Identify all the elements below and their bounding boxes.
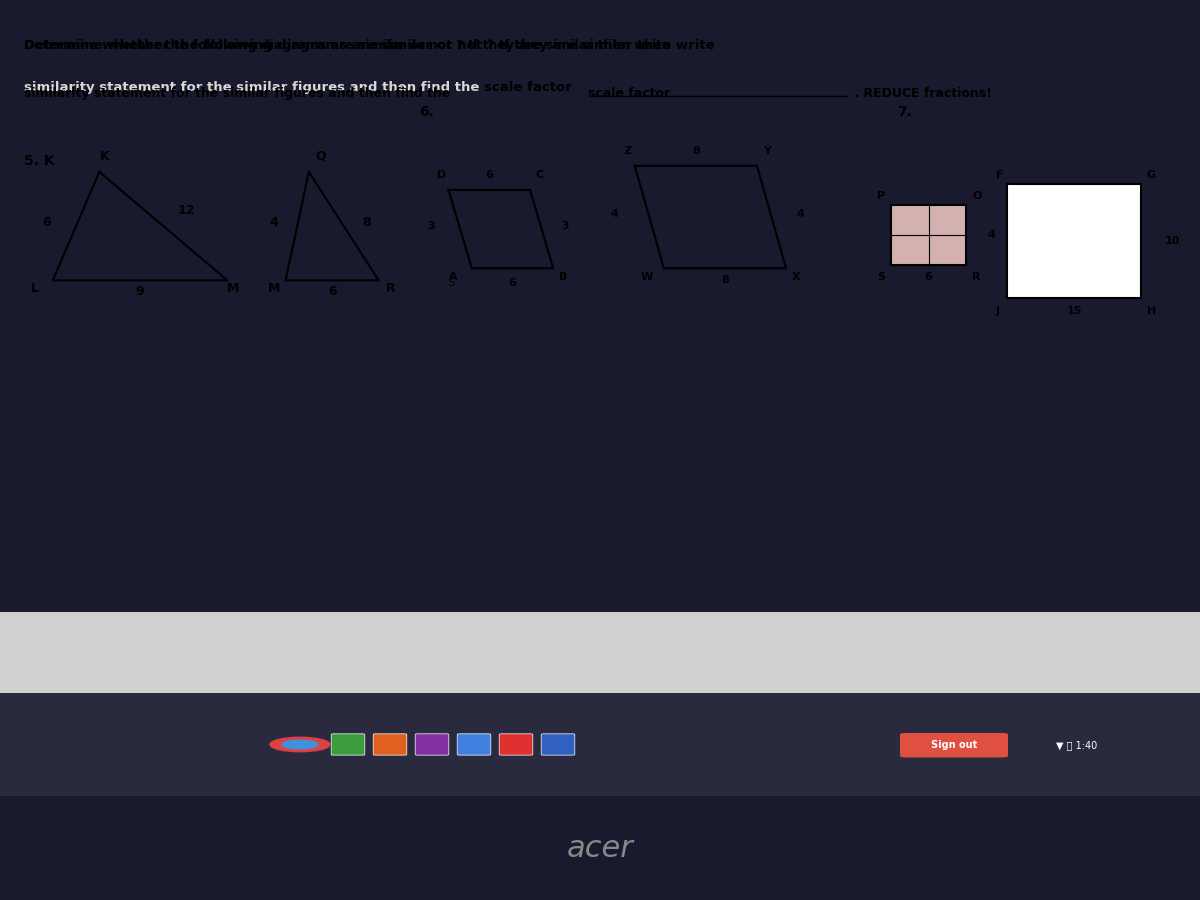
Bar [0, 612, 1200, 693]
Text: 3: 3 [562, 221, 569, 231]
Text: 8: 8 [692, 146, 700, 156]
Text: . REDUCE fractions!: . REDUCE fractions! [850, 87, 992, 101]
Text: 15: 15 [1067, 305, 1082, 316]
Text: 12: 12 [178, 204, 196, 217]
Text: 5. K: 5. K [24, 154, 54, 167]
Text: G: G [1147, 170, 1156, 180]
Text: 3: 3 [427, 221, 434, 231]
Text: F: F [996, 170, 1003, 180]
Text: Y: Y [763, 146, 770, 156]
Text: ▼ 🔔 1:40: ▼ 🔔 1:40 [1056, 740, 1097, 750]
Text: 4: 4 [988, 230, 995, 240]
Text: S: S [877, 273, 884, 283]
Text: L: L [31, 283, 40, 295]
Text: 10: 10 [1164, 236, 1180, 247]
Text: M: M [227, 283, 239, 295]
Text: Determine whether the following diagrams are similar or not ? If they are simila: Determine whether the following diagrams… [24, 39, 670, 52]
Circle shape [282, 740, 318, 749]
Text: A: A [449, 273, 457, 283]
Text: O: O [972, 191, 982, 201]
Text: 6: 6 [925, 273, 932, 283]
FancyBboxPatch shape [415, 734, 449, 755]
Text: Z: Z [623, 146, 631, 156]
Text: M: M [268, 283, 280, 295]
Text: 8: 8 [362, 216, 371, 230]
Text: Determine whether the following diagrams are similar or not ? If they are simila: Determine whether the following diagrams… [24, 39, 714, 52]
Text: J: J [996, 305, 1000, 316]
Text: 9: 9 [136, 285, 144, 299]
Text: acer: acer [566, 833, 634, 863]
Text: 6: 6 [43, 216, 52, 230]
Text: 8: 8 [721, 275, 728, 285]
Text: Q: Q [316, 149, 325, 163]
Text: X: X [792, 273, 800, 283]
Text: K: K [101, 149, 110, 163]
Text: 6: 6 [509, 278, 516, 288]
Text: 6: 6 [328, 285, 336, 299]
FancyBboxPatch shape [900, 733, 1008, 758]
FancyBboxPatch shape [499, 734, 533, 755]
Text: S: S [449, 278, 455, 288]
FancyBboxPatch shape [373, 734, 407, 755]
FancyBboxPatch shape [331, 734, 365, 755]
Text: 4: 4 [611, 209, 618, 219]
Circle shape [270, 737, 330, 751]
Text: scale factor: scale factor [588, 87, 671, 101]
Text: P: P [877, 191, 884, 201]
Bar [890, 205, 966, 266]
Text: 6: 6 [485, 170, 493, 180]
FancyBboxPatch shape [541, 734, 575, 755]
Text: Sign out: Sign out [931, 740, 977, 750]
Text: D: D [437, 170, 446, 180]
Text: B: B [559, 273, 568, 283]
FancyBboxPatch shape [457, 734, 491, 755]
Text: R: R [385, 283, 395, 295]
Text: 4: 4 [797, 209, 804, 219]
Text: C: C [536, 170, 544, 180]
Text: 7.: 7. [896, 105, 912, 120]
Text: 6.: 6. [420, 105, 434, 120]
Text: similarity statement for the similar figures and then find the: similarity statement for the similar fig… [24, 87, 455, 101]
Text: H: H [1147, 305, 1156, 316]
Text: W: W [641, 273, 653, 283]
Text: 4: 4 [270, 216, 278, 230]
Bar [0, 693, 1200, 796]
Text: similarity statement for the similar figures and then find the scale factor: similarity statement for the similar fig… [24, 81, 571, 94]
Text: similarity statement for the similar figures and then find the: similarity statement for the similar fig… [24, 81, 484, 94]
Text: R: R [972, 273, 980, 283]
Bar [1007, 184, 1141, 299]
